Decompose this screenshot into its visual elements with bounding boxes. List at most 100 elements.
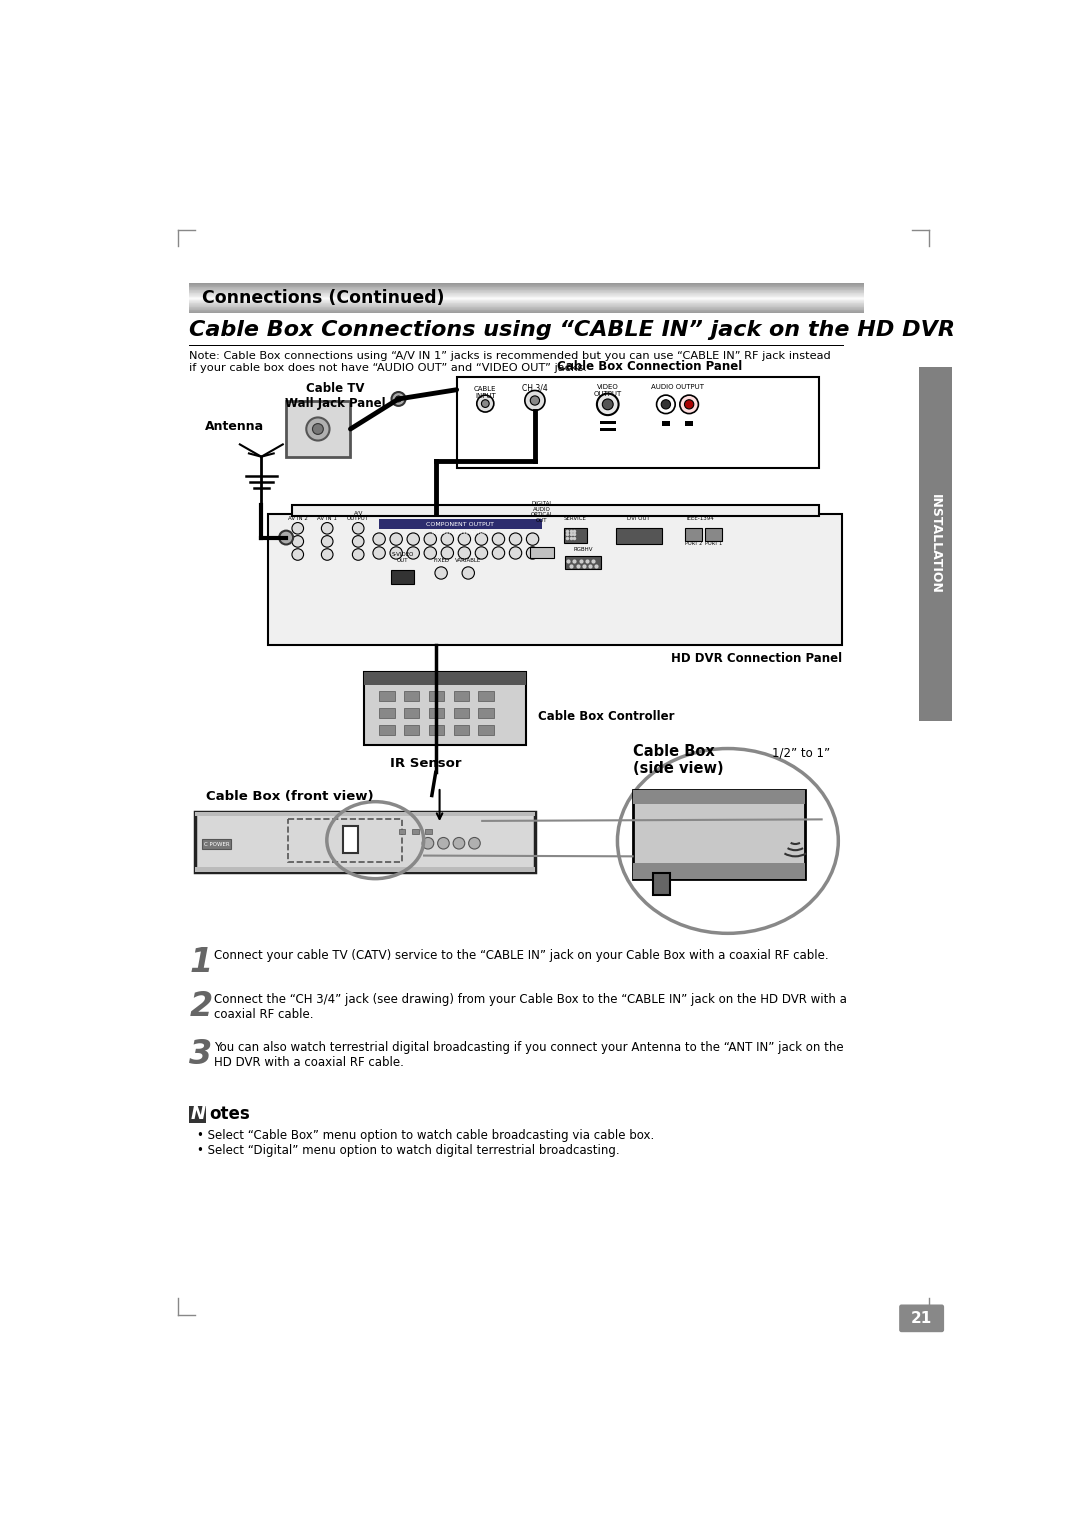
Bar [424,828,432,834]
Text: DVI OUT: DVI OUT [627,516,650,521]
Circle shape [454,837,464,850]
Text: Cable Box Connection Panel: Cable Box Connection Panel [557,359,742,373]
Text: HD DVR Connection Panel: HD DVR Connection Panel [671,651,841,665]
Text: Connect your cable TV (CATV) service to the “CABLE IN” jack on your Cable Box wi: Connect your cable TV (CATV) service to … [214,949,828,961]
Text: PORT 1: PORT 1 [705,541,723,545]
Bar [564,527,586,542]
Circle shape [525,391,545,411]
Bar [652,874,670,895]
Circle shape [475,547,488,559]
Text: INSTALLATION: INSTALLATION [929,494,942,594]
Circle shape [435,567,447,579]
Circle shape [373,533,386,545]
Text: Connections (Continued): Connections (Continued) [202,289,444,307]
Circle shape [441,547,454,559]
Text: FIXED: FIXED [433,558,449,564]
Text: AV IN 1: AV IN 1 [318,516,337,521]
Bar [195,811,535,816]
Circle shape [510,547,522,559]
Circle shape [422,837,434,850]
Text: Cable Box Controller: Cable Box Controller [538,711,675,723]
Text: VIDEO
OUTPUT: VIDEO OUTPUT [594,384,622,397]
Bar [379,724,394,735]
Circle shape [441,533,454,545]
Circle shape [307,417,329,440]
Text: VARIABLE: VARIABLE [455,558,482,564]
Bar [454,691,469,701]
Bar [633,790,805,879]
Text: IEEE-1394: IEEE-1394 [687,516,715,521]
Circle shape [492,547,504,559]
Circle shape [292,523,303,535]
Circle shape [279,530,293,544]
Circle shape [322,523,333,535]
Circle shape [352,536,364,547]
Bar [379,520,542,529]
Bar [379,707,394,718]
Bar [364,672,526,746]
Text: 21: 21 [912,1311,932,1326]
Text: Cable Box (front view): Cable Box (front view) [206,790,374,804]
Text: CABLE
INPUT: CABLE INPUT [474,387,497,399]
Text: PORT 2: PORT 2 [685,541,702,545]
Text: 2: 2 [189,990,213,1024]
Circle shape [424,547,436,559]
Text: 1: 1 [189,946,213,978]
Text: N: N [190,1105,205,1123]
Circle shape [322,549,333,561]
Bar [478,691,494,701]
Bar [530,547,554,558]
Bar [364,672,526,685]
Circle shape [392,393,405,406]
Circle shape [407,533,419,545]
Bar [404,691,419,701]
Bar [429,691,444,701]
Circle shape [390,547,403,559]
Circle shape [462,567,474,579]
Text: RGBHV: RGBHV [573,547,593,552]
Circle shape [510,533,522,545]
Circle shape [407,547,419,559]
Text: AUDIO OUTPUT: AUDIO OUTPUT [651,384,704,390]
Text: IR Sensor: IR Sensor [390,756,461,770]
Text: Antenna: Antenna [205,420,264,432]
Text: otes: otes [210,1105,251,1123]
Bar [202,839,231,850]
Bar [478,707,494,718]
Text: Cable Box Connections using “CABLE IN” jack on the HD DVR: Cable Box Connections using “CABLE IN” j… [189,321,955,341]
Bar [287,819,403,862]
Bar [411,828,419,834]
Circle shape [458,533,471,545]
Text: COMPONENT OUTPUT: COMPONENT OUTPUT [427,523,495,527]
Bar [195,866,535,872]
Bar [565,556,600,568]
Bar [633,790,805,804]
Circle shape [661,400,671,410]
Circle shape [292,549,303,561]
Bar [286,402,350,457]
Bar [404,707,419,718]
Bar [600,428,616,431]
Circle shape [437,837,449,850]
Circle shape [292,536,303,547]
Circle shape [476,396,494,413]
Text: A/V
OUTPUT: A/V OUTPUT [347,510,369,521]
Circle shape [657,396,675,414]
Circle shape [322,536,333,547]
Text: DIGITAL
AUDIO
OPTICAL
OUT: DIGITAL AUDIO OPTICAL OUT [530,501,553,523]
Circle shape [526,547,539,559]
Text: 1/2” to 1”: 1/2” to 1” [772,746,831,759]
Circle shape [352,523,364,535]
Text: SERVICE: SERVICE [564,516,586,521]
Circle shape [475,533,488,545]
Text: S-VIDEO
OUT: S-VIDEO OUT [391,553,414,564]
Circle shape [685,400,693,410]
Circle shape [469,837,481,850]
Bar [457,377,820,468]
Bar [919,367,951,721]
Text: Connect the “CH 3/4” jack (see drawing) from your Cable Box to the “CABLE IN” ja: Connect the “CH 3/4” jack (see drawing) … [214,993,847,1021]
Circle shape [526,533,539,545]
Text: You can also watch terrestrial digital broadcasting if you connect your Antenna : You can also watch terrestrial digital b… [214,1041,843,1070]
Circle shape [679,396,699,414]
Text: (1080i/720p/480p/480i): (1080i/720p/480p/480i) [431,530,489,535]
